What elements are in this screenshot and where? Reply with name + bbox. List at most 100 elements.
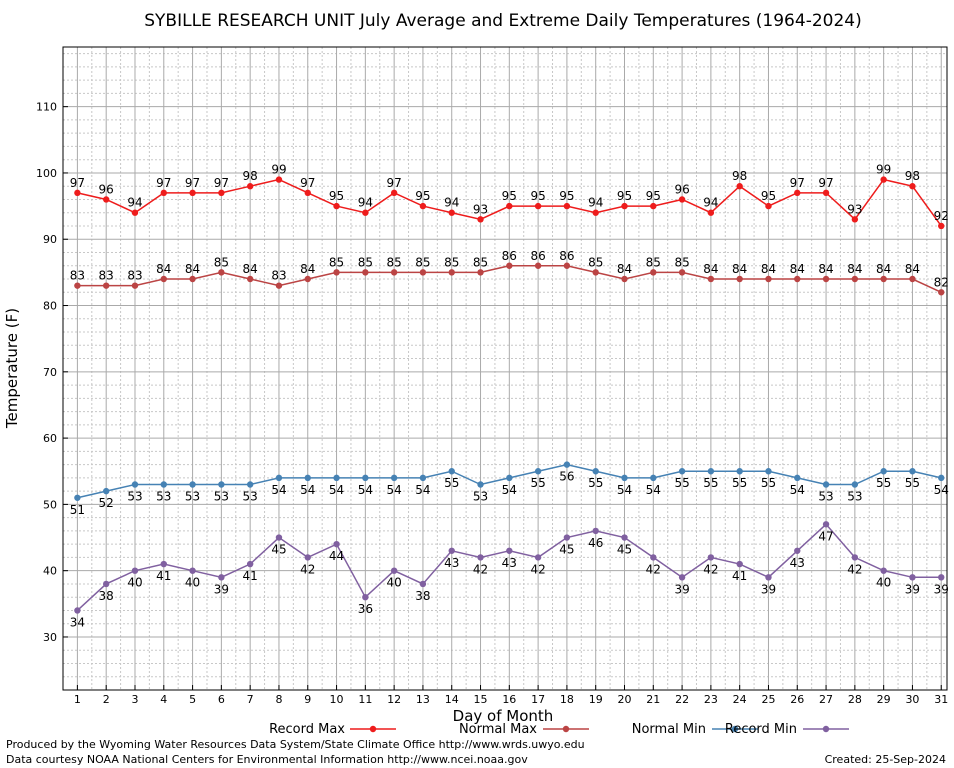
data-point-record-max [160, 189, 167, 197]
x-tick-label: 4 [160, 693, 167, 706]
data-point-record-max [678, 196, 686, 203]
data-point-normal-max [650, 269, 657, 276]
series-normal-min: 51 52 53 53 53 53 53 54 54 54 54 54 54 55 53 54 55 56 55 54… [70, 461, 949, 517]
data-point-normal-max [218, 269, 225, 276]
data-point-normal-min [621, 474, 628, 482]
legend-label-normal-max: Normal Max [459, 722, 537, 737]
data-point-normal-max [333, 269, 340, 276]
data-label-normal-min: 55 [703, 476, 718, 490]
data-label-normal-min: 55 [905, 476, 920, 490]
chart-title: SYBILLE RESEARCH UNIT July Average and E… [144, 11, 861, 31]
data-label-record-min: 45 [271, 543, 286, 557]
legend-marker-record-max [369, 725, 377, 733]
data-point-record-min [650, 554, 657, 561]
data-point-record-min [880, 567, 887, 574]
data-point-normal-max [736, 275, 743, 283]
x-tick-label: 13 [416, 693, 430, 706]
plot-frame [62, 46, 948, 691]
data-label-record-max: 97 [818, 176, 833, 190]
data-point-record-min [592, 527, 599, 535]
data-label-record-max: 96 [674, 182, 689, 196]
data-label-record-max: 98 [732, 169, 747, 183]
data-point-record-min [74, 607, 81, 614]
data-point-record-max [390, 189, 398, 197]
data-label-record-max: 95 [761, 189, 776, 203]
x-tick-label: 6 [218, 693, 225, 706]
data-label-record-min: 42 [847, 562, 862, 576]
data-point-record-min [218, 574, 225, 581]
series-group: 97 96 94 97 97 97 98 99 97 95 94 97 95 94 93 95 95 95 94 95… [70, 163, 949, 630]
x-tick-label: 26 [790, 693, 804, 706]
data-point-normal-min [563, 461, 571, 468]
data-point-record-max [736, 183, 743, 190]
y-tick-label: 70 [43, 366, 57, 379]
data-label-normal-max: 85 [444, 255, 459, 269]
data-label-normal-min: 54 [790, 483, 805, 497]
y-tick-label: 40 [43, 565, 57, 578]
data-point-record-min [909, 574, 916, 581]
data-point-normal-max [880, 275, 887, 283]
data-label-record-max: 95 [415, 189, 430, 203]
data-point-normal-max [246, 275, 254, 283]
data-point-record-min [563, 534, 571, 541]
data-label-normal-min: 53 [243, 490, 258, 504]
x-tick-label: 21 [646, 693, 660, 706]
data-point-normal-min [938, 474, 945, 482]
data-label-record-max: 97 [185, 176, 200, 190]
data-label-record-max: 96 [99, 182, 114, 196]
data-point-record-min [131, 567, 139, 574]
data-label-record-min: 42 [703, 562, 718, 576]
data-label-normal-min: 54 [358, 483, 373, 497]
data-point-record-min [304, 554, 311, 561]
data-label-normal-max: 85 [646, 255, 661, 269]
data-label-normal-min: 54 [300, 483, 315, 497]
data-point-record-max [102, 196, 110, 203]
data-point-normal-max [506, 262, 513, 269]
data-point-record-min [621, 534, 628, 541]
data-label-record-min: 39 [674, 582, 689, 596]
data-point-record-min [448, 547, 455, 554]
data-point-record-max [304, 189, 311, 197]
data-label-normal-max: 83 [99, 269, 114, 283]
data-label-record-min: 43 [444, 556, 459, 570]
data-label-normal-max: 84 [790, 262, 805, 276]
data-point-normal-max [131, 282, 139, 289]
data-label-normal-max: 83 [271, 269, 286, 283]
data-label-normal-max: 84 [703, 262, 718, 276]
data-point-normal-max [160, 275, 167, 283]
data-label-normal-min: 56 [559, 470, 574, 484]
x-tick-label: 19 [589, 693, 603, 706]
data-label-record-max: 99 [876, 163, 891, 177]
data-point-record-min [333, 540, 340, 548]
data-point-normal-min [736, 468, 743, 475]
legend: Record Max Normal Max Normal Min Record Min [269, 722, 849, 737]
data-point-normal-max [534, 262, 542, 269]
data-label-normal-max: 86 [559, 249, 574, 263]
data-label-record-max: 98 [905, 169, 920, 183]
data-point-record-min [275, 534, 283, 541]
data-point-record-min [707, 554, 715, 561]
data-point-normal-min [160, 481, 167, 488]
data-point-normal-max [390, 269, 398, 276]
data-label-record-min: 41 [732, 569, 747, 583]
data-point-normal-min [419, 474, 427, 482]
legend-label-record-max: Record Max [269, 722, 345, 737]
data-label-record-max: 97 [214, 176, 229, 190]
x-tick-label: 3 [131, 693, 138, 706]
data-point-record-max [448, 209, 455, 216]
data-point-normal-max [909, 275, 916, 283]
y-tick-label: 30 [43, 631, 57, 644]
data-point-normal-min [74, 494, 81, 501]
data-point-normal-max [678, 269, 686, 276]
data-point-record-max [707, 209, 715, 216]
legend-marker-normal-max [562, 725, 570, 733]
data-point-record-min [506, 547, 513, 554]
data-point-record-max [362, 209, 369, 216]
data-point-normal-min [477, 481, 484, 488]
data-point-record-max [621, 202, 628, 210]
x-tick-label: 31 [934, 693, 948, 706]
data-label-record-max: 95 [530, 189, 545, 203]
data-label-normal-max: 84 [185, 262, 200, 276]
